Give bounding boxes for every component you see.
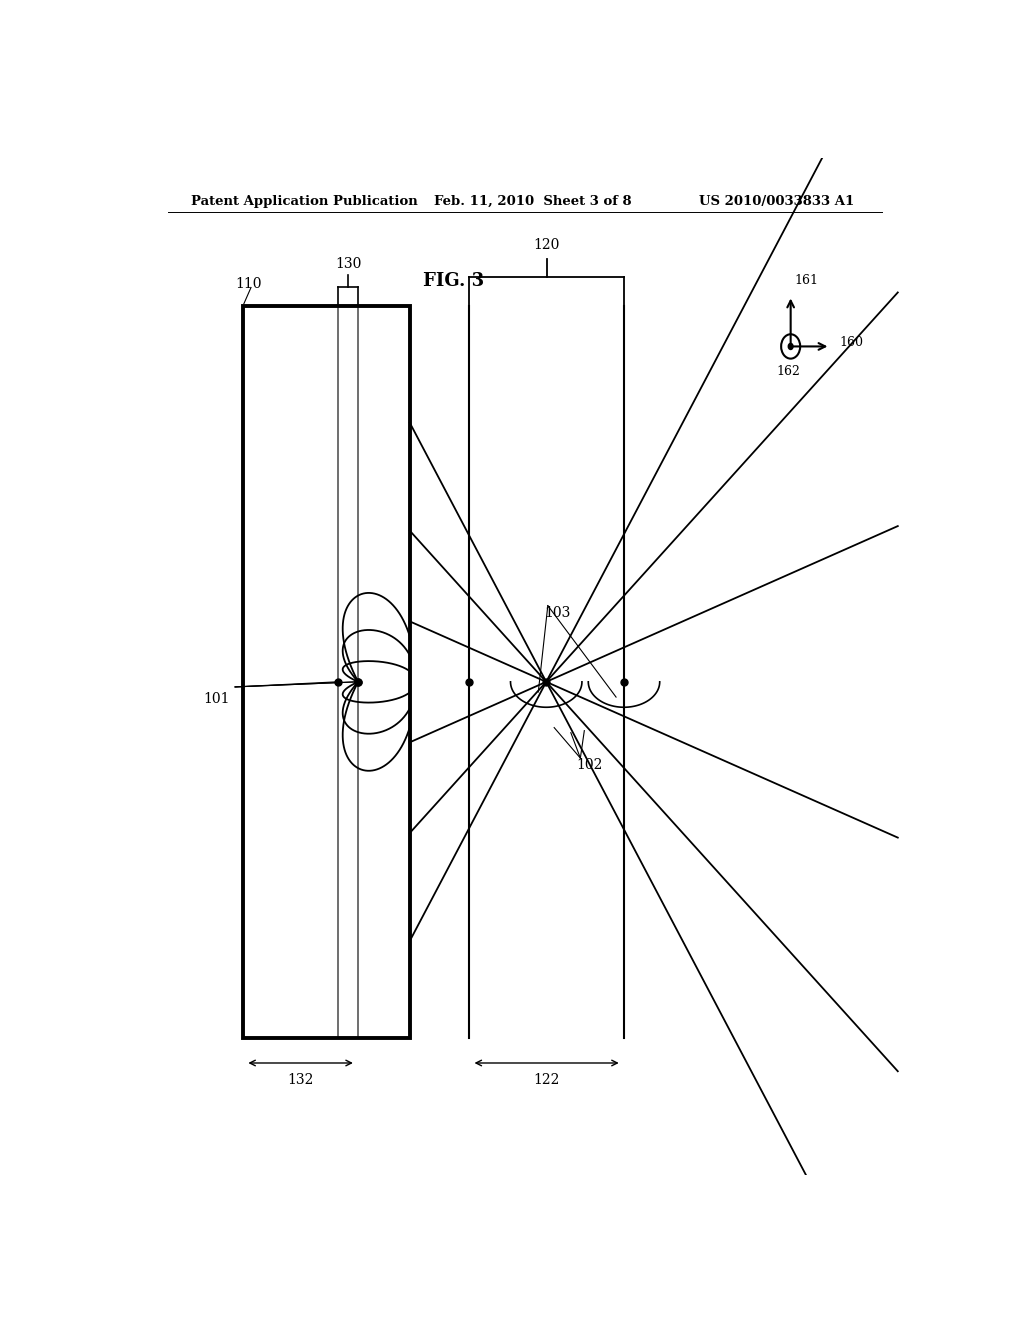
Text: Feb. 11, 2010  Sheet 3 of 8: Feb. 11, 2010 Sheet 3 of 8 (433, 195, 631, 209)
Text: 102: 102 (577, 758, 603, 772)
Text: 161: 161 (795, 275, 818, 288)
Circle shape (788, 343, 793, 350)
Text: US 2010/0033833 A1: US 2010/0033833 A1 (699, 195, 855, 209)
Text: 101: 101 (204, 692, 230, 706)
Text: 132: 132 (288, 1073, 313, 1088)
Text: 120: 120 (534, 238, 560, 252)
Text: 103: 103 (544, 606, 570, 619)
Text: 110: 110 (236, 276, 262, 290)
Text: FIG. 3: FIG. 3 (423, 272, 484, 290)
Bar (243, 306, 410, 1038)
Text: 162: 162 (776, 364, 800, 378)
Text: 130: 130 (335, 257, 361, 271)
Text: 160: 160 (840, 335, 864, 348)
Text: 122: 122 (534, 1073, 560, 1088)
Text: Patent Application Publication: Patent Application Publication (191, 195, 418, 209)
